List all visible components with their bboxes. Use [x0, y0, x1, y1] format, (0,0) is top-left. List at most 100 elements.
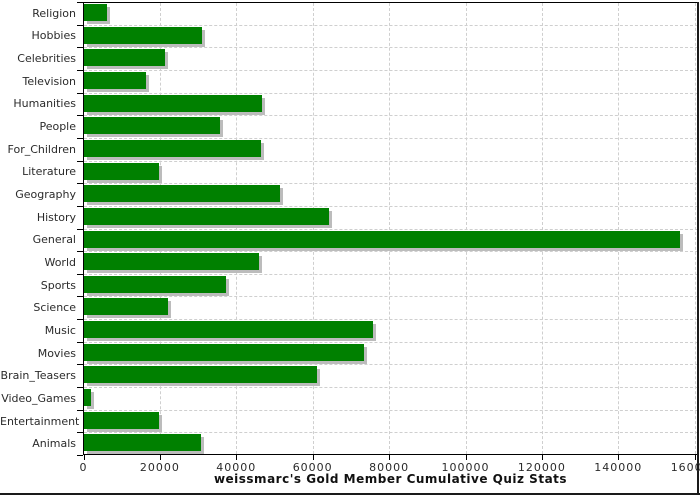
bar-geography: [84, 185, 281, 203]
gridline-horizontal: [84, 160, 698, 162]
x-axis-tick-label: 100000: [441, 461, 490, 474]
y-axis-label: Animals: [32, 437, 76, 451]
gridline-horizontal: [84, 205, 698, 207]
y-axis-label: Hobbies: [31, 29, 76, 43]
y-axis-tick: [77, 342, 83, 343]
bar-celebrities: [84, 49, 165, 67]
chart-title: weissmarc's Gold Member Cumulative Quiz …: [213, 472, 568, 486]
x-axis-tick-label: 60000: [292, 461, 333, 474]
frame-right-line: [697, 2, 699, 495]
y-axis-label: Humanities: [13, 97, 76, 111]
x-axis-tick-label: 160000: [670, 461, 700, 474]
x-axis-tick: [694, 455, 696, 460]
x-axis-tick: [83, 455, 85, 460]
y-axis-tick: [77, 229, 83, 230]
gridline-horizontal: [84, 183, 698, 185]
x-axis-tick: [236, 455, 238, 460]
gridline-horizontal: [84, 24, 698, 26]
y-axis-label: Entertainment: [0, 414, 80, 428]
gridline-horizontal: [84, 228, 698, 230]
gridline-horizontal: [84, 92, 698, 94]
y-axis-label: History: [36, 210, 76, 224]
y-axis-label: Sports: [40, 278, 76, 292]
y-axis-label: Geography: [15, 188, 76, 202]
bar-people: [84, 117, 221, 135]
x-axis-tick-label: 0: [79, 461, 88, 474]
bar-sports: [84, 275, 226, 293]
x-axis-tick: [389, 455, 391, 460]
x-axis-tick: [465, 455, 467, 460]
bar-video_games: [84, 389, 92, 407]
x-axis-tick: [312, 455, 314, 460]
x-axis-tick-label: 40000: [216, 461, 257, 474]
bar-humanities: [84, 94, 263, 112]
bar-hobbies: [84, 26, 203, 44]
y-axis-label: For_Children: [7, 142, 76, 156]
x-axis-tick-label: 20000: [139, 461, 180, 474]
bar-for_children: [84, 139, 262, 157]
y-axis-label: World: [44, 255, 76, 269]
x-axis-tick-label: 80000: [369, 461, 410, 474]
bar-entertainment: [84, 411, 160, 429]
x-axis-tick: [541, 455, 543, 460]
y-axis-tick: [77, 70, 83, 71]
y-axis-tick: [77, 296, 83, 297]
y-axis-tick: [77, 138, 83, 139]
bar-animals: [84, 434, 202, 452]
bar-general: [84, 230, 681, 248]
y-axis-label: Music: [44, 323, 76, 337]
gridline-horizontal: [84, 364, 698, 366]
gridline-horizontal: [84, 432, 698, 434]
gridline-horizontal: [84, 69, 698, 71]
y-axis-tick: [77, 364, 83, 365]
y-axis-tick: [77, 387, 83, 388]
y-axis-tick: [77, 410, 83, 411]
gridline-horizontal: [84, 296, 698, 298]
gridline-horizontal: [84, 409, 698, 411]
bar-history: [84, 207, 330, 225]
y-axis-tick: [77, 455, 83, 456]
gridline-horizontal: [84, 341, 698, 343]
y-axis-label: Science: [33, 301, 76, 315]
y-axis-tick: [77, 47, 83, 48]
gridline-horizontal: [84, 387, 698, 389]
plot-area: [83, 2, 699, 455]
gridline-horizontal: [84, 47, 698, 49]
y-axis-tick: [77, 115, 83, 116]
y-axis-label: Literature: [22, 165, 76, 179]
bar-television: [84, 71, 147, 89]
y-axis-tick: [77, 274, 83, 275]
x-axis-tick-label: 120000: [517, 461, 566, 474]
y-axis-tick: [77, 25, 83, 26]
y-axis-label: People: [39, 120, 76, 134]
y-axis-tick: [77, 161, 83, 162]
y-axis-tick: [77, 251, 83, 252]
gridline-horizontal: [84, 251, 698, 253]
gridline-horizontal: [84, 273, 698, 275]
bar-religion: [84, 4, 107, 21]
bar-movies: [84, 343, 364, 361]
y-axis-tick: [77, 93, 83, 94]
bar-literature: [84, 162, 160, 180]
x-axis-tick: [159, 455, 161, 460]
y-axis-label: General: [32, 233, 76, 247]
y-axis-label: Movies: [37, 346, 76, 360]
y-axis-label: Television: [22, 74, 77, 88]
gridline-horizontal: [84, 319, 698, 321]
y-axis-label: Brain_Teasers: [0, 369, 76, 383]
y-axis-tick: [77, 319, 83, 320]
y-axis-label: Video_Games: [1, 391, 76, 405]
y-axis-tick: [77, 2, 83, 3]
bar-science: [84, 298, 169, 316]
frame-bottom-line: [0, 493, 700, 495]
x-axis-tick-label: 140000: [594, 461, 643, 474]
y-axis-label: Celebrities: [17, 52, 76, 66]
bar-music: [84, 321, 374, 339]
gridline-horizontal: [84, 115, 698, 117]
y-axis-tick: [77, 183, 83, 184]
bar-world: [84, 253, 260, 271]
y-axis-tick: [77, 432, 83, 433]
y-axis-tick: [77, 206, 83, 207]
gridline-horizontal: [84, 137, 698, 139]
